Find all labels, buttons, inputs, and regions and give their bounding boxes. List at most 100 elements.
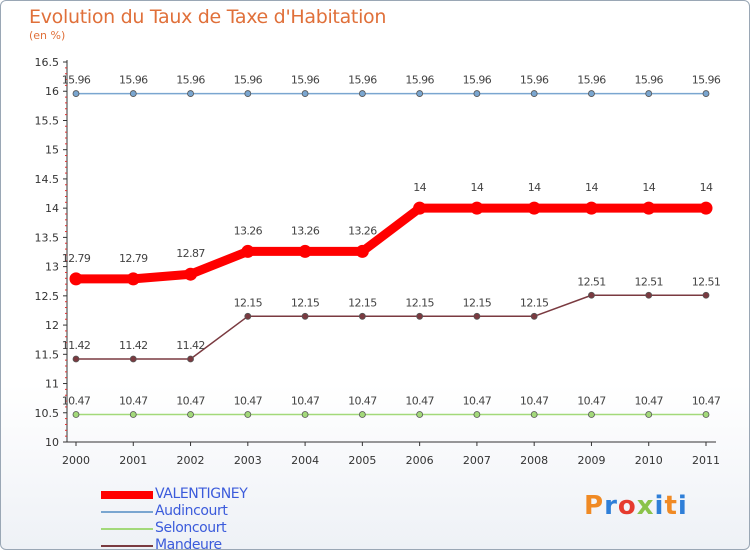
- data-label-valentigney: 14: [413, 181, 426, 194]
- data-point-valentigney: [470, 201, 484, 215]
- x-tick-label: 2008: [520, 454, 548, 467]
- data-point-valentigney: [184, 267, 198, 281]
- data-point-seloncourt: [244, 411, 252, 418]
- data-point-seloncourt: [588, 411, 595, 418]
- data-label-seloncourt: 10.47: [62, 395, 91, 408]
- data-label-valentigney: 13.26: [348, 224, 377, 237]
- data-label-seloncourt: 10.47: [520, 395, 549, 408]
- data-label-mandeure: 12.15: [463, 296, 492, 309]
- logo-letter: t: [664, 491, 678, 521]
- x-tick-label: 2006: [406, 454, 434, 467]
- y-tick-label: 12: [45, 319, 59, 332]
- data-label-seloncourt: 10.47: [634, 395, 663, 408]
- x-tick-label: 2001: [119, 454, 147, 467]
- y-tick-label: 10.5: [35, 407, 60, 420]
- data-label-audincourt: 15.96: [405, 74, 434, 87]
- x-tick-label: 2003: [234, 454, 262, 467]
- legend-label: Mandeure: [155, 537, 222, 550]
- data-point-audincourt: [473, 90, 481, 97]
- data-point-mandeure: [588, 291, 595, 299]
- data-label-valentigney: 14: [700, 181, 713, 194]
- legend-swatch: [101, 528, 153, 530]
- data-label-valentigney: 12.79: [62, 252, 91, 265]
- logo-letter: o: [617, 491, 637, 521]
- y-tick-label: 13: [45, 261, 59, 274]
- logo-letter: x: [636, 491, 655, 521]
- data-point-mandeure: [416, 312, 424, 320]
- y-tick-label: 11.5: [35, 348, 60, 361]
- x-tick-label: 2005: [348, 454, 376, 467]
- data-label-seloncourt: 10.47: [577, 395, 606, 408]
- y-tick-label: 11: [45, 378, 59, 391]
- y-tick-label: 12.5: [35, 290, 60, 303]
- data-label-valentigney: 14: [642, 181, 655, 194]
- series-line-mandeure: [75, 294, 707, 360]
- logo-letter: i: [654, 491, 665, 521]
- data-point-seloncourt: [416, 411, 424, 418]
- data-label-valentigney: 14: [471, 181, 484, 194]
- legend-swatch: [101, 545, 153, 547]
- y-tick-label: 13.5: [35, 231, 60, 244]
- data-point-audincourt: [129, 90, 137, 97]
- data-point-valentigney: [642, 201, 656, 215]
- data-point-audincourt: [72, 90, 80, 97]
- data-label-valentigney: 12.79: [119, 252, 148, 265]
- data-label-audincourt: 15.96: [577, 74, 606, 87]
- data-label-audincourt: 15.96: [463, 74, 492, 87]
- logo-letter: P: [584, 491, 605, 521]
- logo-letter: r: [604, 491, 618, 521]
- data-point-seloncourt: [129, 411, 137, 418]
- y-tick-label: 14.5: [35, 173, 60, 186]
- data-point-mandeure: [473, 312, 481, 320]
- logo-letter: i: [677, 491, 688, 521]
- data-point-seloncourt: [187, 411, 194, 418]
- data-point-audincourt: [416, 90, 424, 97]
- data-label-valentigney: 13.26: [291, 224, 320, 237]
- legend-swatch: [101, 511, 153, 513]
- data-label-mandeure: 12.15: [348, 296, 377, 309]
- data-label-mandeure: 12.51: [634, 275, 663, 288]
- x-tick-label: 2002: [177, 454, 205, 467]
- x-tick-label: 2004: [291, 454, 319, 467]
- x-tick-label: 2007: [463, 454, 491, 467]
- data-point-mandeure: [301, 312, 309, 320]
- data-point-valentigney: [69, 272, 83, 286]
- data-label-audincourt: 15.96: [520, 74, 549, 87]
- data-point-mandeure: [358, 312, 366, 320]
- data-label-seloncourt: 10.47: [234, 395, 263, 408]
- data-point-mandeure: [530, 312, 538, 320]
- data-point-mandeure: [72, 355, 80, 363]
- data-label-seloncourt: 10.47: [348, 395, 377, 408]
- data-point-audincourt: [187, 90, 194, 97]
- data-label-valentigney: 14: [528, 181, 541, 194]
- proxiti-logo: Proxiti: [584, 491, 688, 521]
- legend-swatch: [101, 491, 153, 499]
- data-point-valentigney: [527, 201, 541, 215]
- data-point-audincourt: [301, 90, 309, 97]
- series-line-valentigney: [71, 203, 711, 284]
- data-label-audincourt: 15.96: [176, 74, 205, 87]
- y-tick-label: 15: [45, 144, 59, 157]
- data-point-mandeure: [187, 355, 194, 363]
- x-tick-label: 2010: [635, 454, 663, 467]
- data-label-mandeure: 12.15: [234, 296, 263, 309]
- data-label-seloncourt: 10.47: [176, 395, 205, 408]
- data-label-mandeure: 11.42: [119, 339, 148, 352]
- data-label-seloncourt: 10.47: [405, 395, 434, 408]
- data-point-valentigney: [126, 272, 140, 286]
- data-point-seloncourt: [72, 411, 80, 418]
- data-label-valentigney: 14: [585, 181, 598, 194]
- y-tick-label: 16.5: [35, 56, 60, 69]
- data-point-seloncourt: [645, 411, 653, 418]
- data-label-mandeure: 12.15: [291, 296, 320, 309]
- data-label-audincourt: 15.96: [634, 74, 663, 87]
- data-point-seloncourt: [530, 411, 538, 418]
- data-label-mandeure: 12.51: [692, 275, 721, 288]
- data-label-audincourt: 15.96: [234, 74, 263, 87]
- x-tick-label: 2011: [692, 454, 720, 467]
- data-point-mandeure: [702, 291, 710, 299]
- data-point-audincourt: [244, 90, 252, 97]
- data-label-seloncourt: 10.47: [291, 395, 320, 408]
- x-tick-label: 2000: [62, 454, 90, 467]
